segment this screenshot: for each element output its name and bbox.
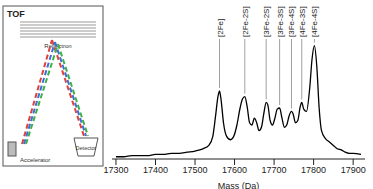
svg-text:Accelerator: Accelerator: [20, 157, 50, 163]
svg-text:17600: 17600: [222, 165, 247, 175]
svg-text:17700: 17700: [262, 165, 287, 175]
svg-text:Mass (Da): Mass (Da): [218, 181, 260, 189]
svg-text:17300: 17300: [103, 165, 128, 175]
svg-text:Detector: Detector: [76, 145, 97, 151]
svg-text:[3Fe-4S]: [3Fe-4S]: [287, 6, 296, 37]
svg-text:[4Fe-3S]: [4Fe-3S]: [298, 6, 307, 37]
svg-text:17800: 17800: [301, 165, 326, 175]
svg-text:[2Fe]: [2Fe]: [216, 19, 225, 37]
svg-text:[4Fe-4S]: [4Fe-4S]: [310, 6, 319, 37]
svg-text:17500: 17500: [183, 165, 208, 175]
svg-text:17900: 17900: [341, 165, 365, 175]
svg-text:Reflectron: Reflectron: [44, 43, 72, 49]
svg-text:17400: 17400: [143, 165, 168, 175]
svg-text:TOF: TOF: [8, 9, 25, 19]
svg-text:[3Fe-2S]: [3Fe-2S]: [262, 6, 271, 37]
svg-text:[3Fe-3S]: [3Fe-3S]: [276, 6, 285, 37]
svg-text:[2Fe-2S]: [2Fe-2S]: [241, 6, 250, 37]
